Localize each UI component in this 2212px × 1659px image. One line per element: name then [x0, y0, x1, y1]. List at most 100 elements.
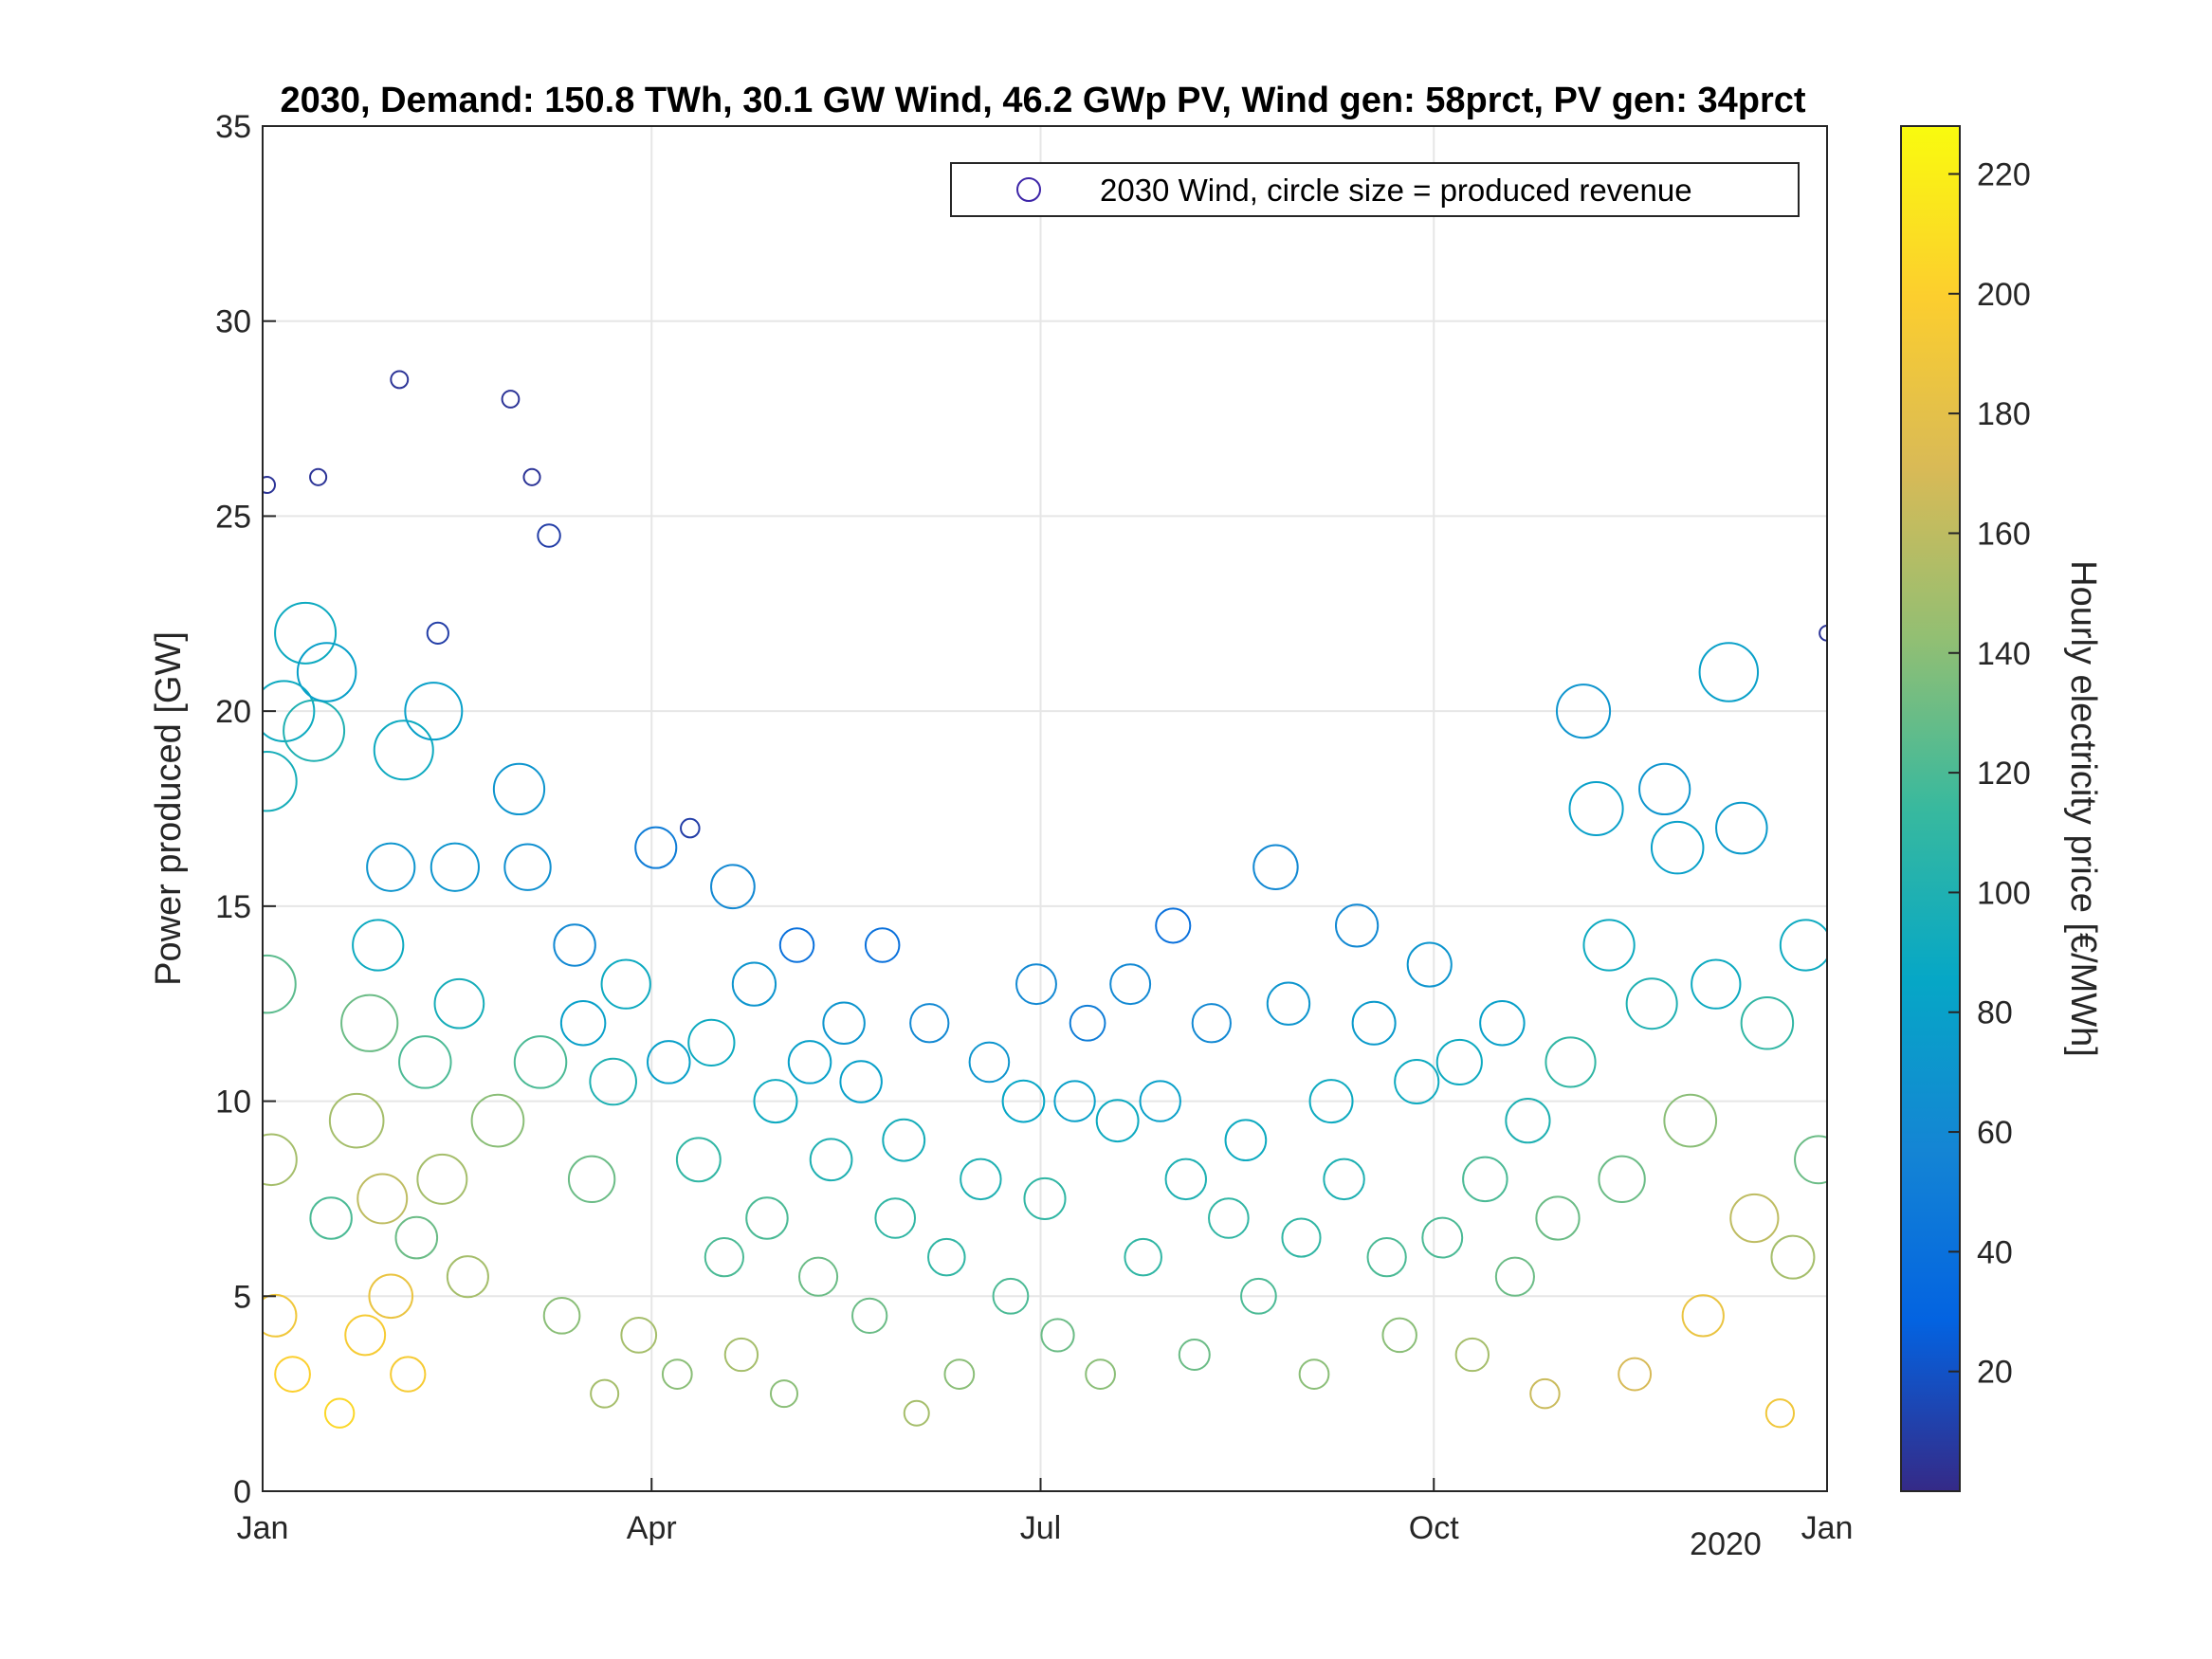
colorbar-tick-label: 180 — [1977, 396, 2031, 432]
scatter-point — [687, 1018, 736, 1066]
chart-title: 2030, Demand: 150.8 TWh, 30.1 GW Wind, 4… — [280, 81, 1805, 120]
scatter-point — [1308, 1079, 1354, 1124]
scatter-point — [1208, 1197, 1250, 1239]
scatter-point — [1764, 1398, 1796, 1429]
scatter-point — [851, 1297, 888, 1334]
y-tick-label: 35 — [215, 109, 251, 145]
scatter-point — [1535, 1195, 1581, 1241]
scatter-point — [874, 1197, 917, 1239]
scatter-point — [263, 475, 277, 495]
scatter-point — [1618, 1357, 1653, 1392]
colorbar — [1900, 125, 1961, 1492]
scatter-point — [373, 720, 434, 781]
scatter-point — [882, 1118, 926, 1162]
scatter-point — [1698, 642, 1760, 702]
scatter-point — [263, 680, 316, 742]
scatter-point — [1351, 1000, 1397, 1046]
scatter-point — [1109, 963, 1152, 1006]
scatter-point — [600, 958, 651, 1010]
scatter-point — [864, 927, 901, 963]
scatter-point — [542, 1297, 581, 1335]
scatter-point — [340, 994, 399, 1052]
scatter-point — [470, 1093, 525, 1148]
scatter-point — [809, 1138, 853, 1182]
scatter-point — [927, 1237, 966, 1277]
scatter-point — [513, 1035, 568, 1089]
y-tick-label: 20 — [215, 694, 251, 730]
scatter-point — [1266, 981, 1311, 1026]
scatter-point — [968, 1041, 1011, 1084]
scatter-point — [1715, 801, 1768, 855]
scatter-point — [1650, 820, 1705, 875]
scatter-point — [1224, 1119, 1268, 1162]
scatter-point — [769, 1379, 799, 1409]
scatter-point — [778, 927, 815, 963]
scatter-point — [1366, 1237, 1407, 1278]
x-axis-ticks: Jan Apr Jul Oct Jan — [237, 1478, 1853, 1546]
scatter-point — [537, 523, 561, 548]
scatter-point — [1625, 977, 1678, 1030]
scatter-point — [1001, 1079, 1046, 1123]
scatter-point — [398, 1035, 452, 1089]
plot-frame — [262, 125, 1828, 1492]
colorbar-label: Hourly electricity price [€/MWh] — [2063, 560, 2103, 1057]
data-points — [263, 370, 1827, 1429]
scatter-point — [356, 1173, 409, 1225]
scatter-point — [430, 842, 480, 892]
colorbar-tick-label: 20 — [1977, 1355, 2013, 1391]
scatter-point — [647, 1040, 691, 1085]
scatter-point — [368, 1273, 414, 1320]
scatter-point — [263, 751, 298, 812]
legend-marker — [1016, 177, 1041, 202]
scatter-point — [1529, 1377, 1561, 1410]
scatter-point — [1139, 1080, 1181, 1122]
legend-box — [950, 162, 1800, 217]
scatter-point — [1555, 684, 1612, 739]
scatter-point — [1298, 1358, 1330, 1390]
scatter-point — [1281, 1217, 1322, 1258]
scatter-point — [634, 826, 678, 869]
plot-area — [263, 126, 1827, 1491]
scatter-point — [787, 1040, 832, 1085]
colorbar-tick-label: 200 — [1977, 277, 2031, 313]
scatter-point — [503, 843, 552, 891]
legend-label: 2030 Wind, circle size = produced revenu… — [1100, 173, 1692, 208]
scatter-point — [433, 977, 485, 1030]
scatter-point — [567, 1155, 616, 1204]
scatter-point — [1435, 1038, 1483, 1086]
colorbar-tick-label: 60 — [1977, 1115, 2013, 1151]
scatter-point — [992, 1277, 1030, 1315]
scatter-point — [1164, 1158, 1207, 1201]
scatter-point — [559, 1000, 607, 1047]
scatter-point — [1505, 1098, 1551, 1144]
colorbar-tick-label: 140 — [1977, 636, 2031, 672]
scatter-point — [798, 1256, 839, 1297]
scatter-point — [263, 1293, 298, 1338]
y-axis-label: Power produced [GW] — [149, 631, 189, 986]
scatter-point — [1394, 1058, 1440, 1105]
scatter-point — [1794, 1135, 1827, 1185]
scatter-point — [1681, 1294, 1725, 1338]
scatter-point — [1421, 1216, 1464, 1259]
y-axis-ticks: 0 5 10 15 20 25 30 35 — [215, 109, 276, 1510]
scatter-point — [263, 1133, 298, 1187]
scatter-point — [723, 1337, 759, 1373]
scatter-point — [1178, 1339, 1211, 1371]
x-tick-label: Apr — [627, 1510, 677, 1546]
scatter-point — [446, 1255, 489, 1299]
y-tick-label: 30 — [215, 304, 251, 340]
scatter-point — [274, 1356, 311, 1393]
scatter-point — [680, 817, 701, 839]
scatter-point — [1015, 963, 1057, 1006]
scatter-point — [344, 1314, 387, 1357]
scatter-point — [553, 923, 596, 967]
scatter-point — [1568, 780, 1624, 837]
scatter-point — [1191, 1003, 1232, 1044]
scatter-point — [753, 1079, 798, 1124]
scatter-point — [1479, 1000, 1526, 1047]
scatter-point — [943, 1358, 976, 1390]
colorbar-tick-label: 220 — [1977, 157, 2031, 193]
scatter-point — [903, 1399, 930, 1427]
scatter-point — [309, 467, 328, 486]
